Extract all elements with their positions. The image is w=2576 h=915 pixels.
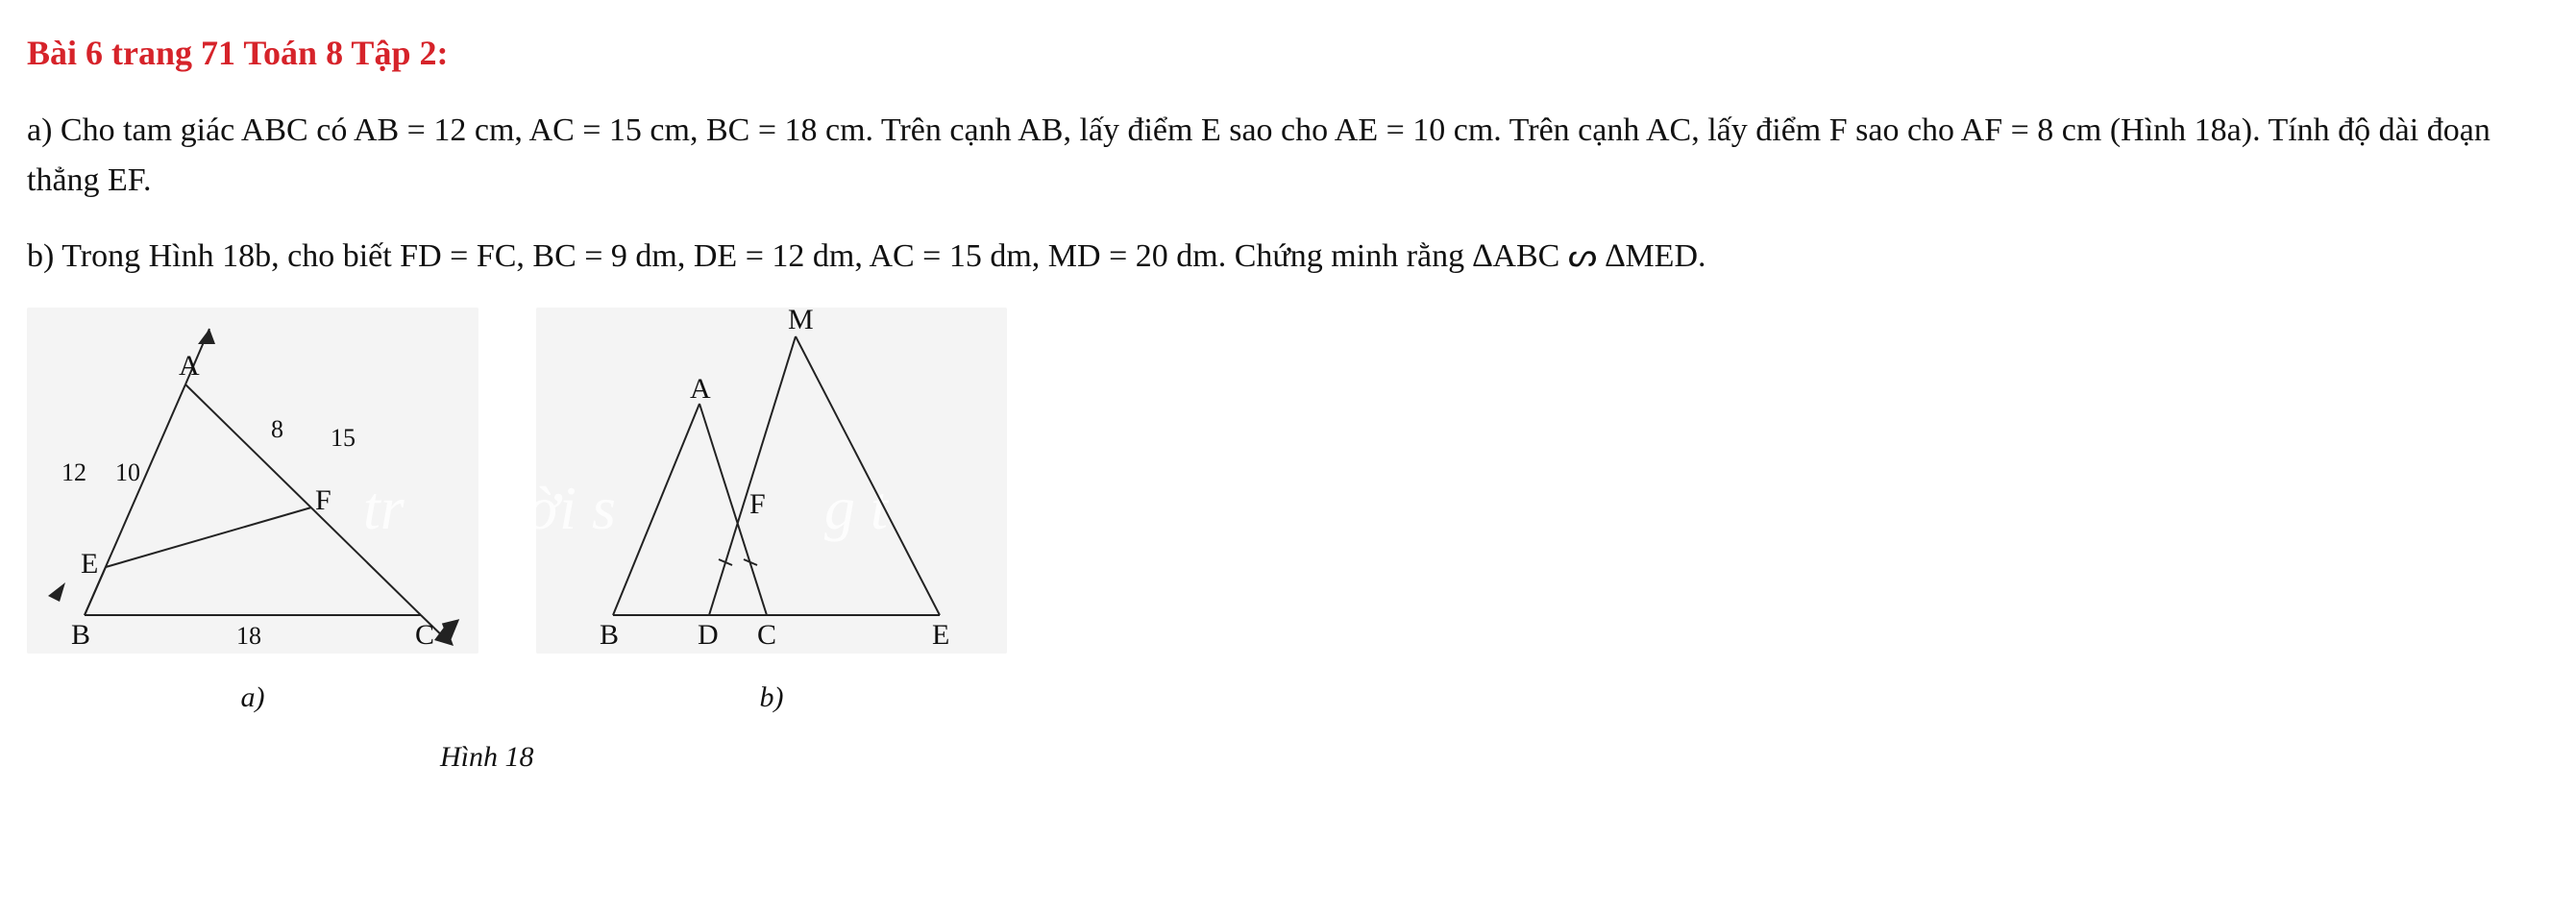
page: Bài 6 trang 71 Toán 8 Tập 2: a) Cho tam … [0,0,2576,809]
figure-18b-caption: b) [536,676,1007,721]
label-A: A [179,350,200,382]
svg-text:tr: tr [363,474,405,542]
figure-18: tr [27,308,2549,780]
svg-text:g t: g t [824,474,890,542]
svg-text:ời s: ời s [536,474,616,542]
figure-row: tr [27,308,1007,720]
figure-18b: ời s g t [536,308,1007,720]
label-AC-15: 15 [331,424,356,452]
label-AB-12: 12 [61,458,86,486]
label-B2: B [600,619,619,651]
figure-18a-caption: a) [27,676,478,721]
figure-18b-svg: ời s g t [536,308,1007,654]
label-F: F [315,484,331,516]
figure-18-caption: Hình 18 [440,735,534,780]
label-D: D [698,619,719,651]
label-BC-18: 18 [236,622,261,650]
part-a-text: a) Cho tam giác ABC có AB = 12 cm, AC = … [27,106,2549,207]
label-E: E [81,548,98,580]
figure-18a-svg: tr [27,308,478,654]
label-AF-8: 8 [271,415,283,443]
label-C2: C [757,619,776,651]
label-AE-10: 10 [115,458,140,486]
label-B: B [71,619,90,651]
label-C: C [415,619,434,651]
label-E2: E [932,619,949,651]
problem-title: Bài 6 trang 71 Toán 8 Tập 2: [27,27,2549,81]
label-M: M [788,308,814,335]
label-F2: F [749,488,766,520]
part-b-text: b) Trong Hình 18b, cho biết FD = FC, BC … [27,232,2549,283]
figure-18a: tr [27,308,478,720]
label-A2: A [690,373,711,405]
